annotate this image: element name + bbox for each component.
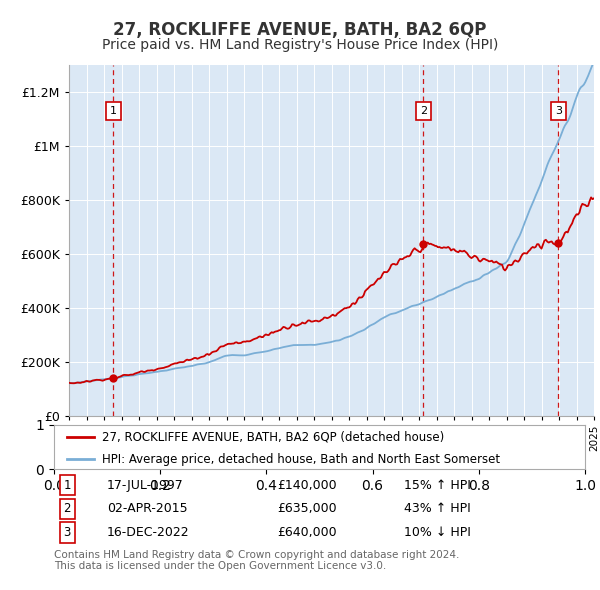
Text: Price paid vs. HM Land Registry's House Price Index (HPI): Price paid vs. HM Land Registry's House … — [102, 38, 498, 53]
Text: £140,000: £140,000 — [277, 478, 337, 492]
Text: 02-APR-2015: 02-APR-2015 — [107, 502, 188, 516]
Text: HPI: Average price, detached house, Bath and North East Somerset: HPI: Average price, detached house, Bath… — [102, 453, 500, 466]
Text: 10% ↓ HPI: 10% ↓ HPI — [404, 526, 472, 539]
Text: 3: 3 — [64, 526, 71, 539]
Text: £635,000: £635,000 — [277, 502, 337, 516]
Text: £640,000: £640,000 — [277, 526, 337, 539]
Text: 43% ↑ HPI: 43% ↑ HPI — [404, 502, 471, 516]
Text: 27, ROCKLIFFE AVENUE, BATH, BA2 6QP: 27, ROCKLIFFE AVENUE, BATH, BA2 6QP — [113, 21, 487, 39]
Text: 2: 2 — [64, 502, 71, 516]
Text: 2: 2 — [420, 106, 427, 116]
Text: Contains HM Land Registry data © Crown copyright and database right 2024.
This d: Contains HM Land Registry data © Crown c… — [54, 550, 460, 572]
Text: 16-DEC-2022: 16-DEC-2022 — [107, 526, 190, 539]
Text: 17-JUL-1997: 17-JUL-1997 — [107, 478, 184, 492]
Text: 1: 1 — [64, 478, 71, 492]
Text: 3: 3 — [555, 106, 562, 116]
Text: 27, ROCKLIFFE AVENUE, BATH, BA2 6QP (detached house): 27, ROCKLIFFE AVENUE, BATH, BA2 6QP (det… — [102, 431, 444, 444]
Text: 1: 1 — [110, 106, 117, 116]
Text: 15% ↑ HPI: 15% ↑ HPI — [404, 478, 472, 492]
